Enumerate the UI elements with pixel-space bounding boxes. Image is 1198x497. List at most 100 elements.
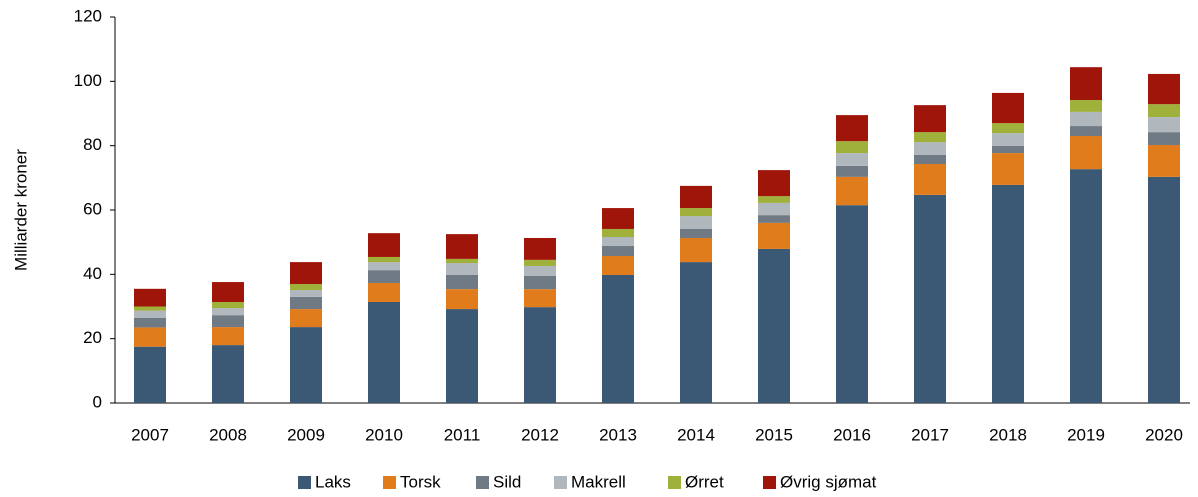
bar-segment	[134, 288, 166, 307]
bar-segment	[290, 327, 322, 403]
bar-segment	[680, 237, 712, 263]
legend-swatch	[476, 476, 489, 489]
bar-segment	[368, 270, 400, 284]
legend-label: Ørret	[685, 472, 724, 491]
bar-segment	[836, 165, 868, 177]
bar-segment	[1148, 176, 1180, 403]
x-tick-label: 2009	[287, 425, 325, 444]
bar-segment	[524, 289, 556, 308]
y-axis-title: Milliarder kroner	[11, 149, 30, 271]
x-tick-label: 2010	[365, 425, 403, 444]
bar-segment	[602, 255, 634, 275]
bar-segment	[758, 196, 790, 203]
bar-segment	[1070, 126, 1102, 137]
bar-segment	[290, 283, 322, 291]
bar-segment	[836, 153, 868, 166]
bar-segment	[368, 262, 400, 271]
bar-segment	[446, 258, 478, 264]
x-tick-label: 2016	[833, 425, 871, 444]
legend-label: Makrell	[571, 472, 626, 491]
bar-segment	[758, 222, 790, 249]
bar-segment	[992, 133, 1024, 146]
bar-segment	[758, 202, 790, 216]
x-tick-label: 2008	[209, 425, 247, 444]
bar-segment	[446, 289, 478, 310]
bar-segment	[212, 301, 244, 309]
bar-segment	[1070, 169, 1102, 403]
bar-segment	[836, 115, 868, 142]
bar-segment	[836, 141, 868, 154]
bar-segment	[1148, 117, 1180, 133]
bar-segment	[212, 345, 244, 403]
legend-label: Øvrig sjømat	[780, 472, 877, 491]
bar-segment	[992, 184, 1024, 403]
bar-segment	[602, 246, 634, 256]
bar-segment	[134, 327, 166, 347]
x-tick-label: 2017	[911, 425, 949, 444]
bar-segment	[524, 237, 556, 260]
bar-segment	[914, 142, 946, 155]
legend-swatch	[763, 476, 776, 489]
x-tick-label: 2015	[755, 425, 793, 444]
bar-segment	[524, 307, 556, 403]
bar-segment	[836, 176, 868, 206]
bar-segment	[680, 228, 712, 238]
bar-segment	[290, 262, 322, 284]
bar-segment	[134, 310, 166, 318]
bar-segment	[914, 132, 946, 143]
bar-segment	[602, 208, 634, 229]
legend-swatch	[298, 476, 311, 489]
legend-swatch	[668, 476, 681, 489]
legend-swatch	[383, 476, 396, 489]
x-tick-label: 2020	[1145, 425, 1183, 444]
bar-segment	[446, 274, 478, 290]
y-tick-label: 40	[83, 264, 102, 283]
bar-segment	[134, 306, 166, 311]
bar-segment	[914, 154, 946, 165]
bar-segment	[680, 185, 712, 209]
bar-segment	[446, 234, 478, 259]
x-tick-label: 2013	[599, 425, 637, 444]
bar-segment	[602, 274, 634, 403]
bar-segment	[524, 275, 556, 290]
y-tick-label: 80	[83, 135, 102, 154]
bar-segment	[368, 233, 400, 257]
bar-segment	[1148, 145, 1180, 177]
bar-segment	[758, 248, 790, 403]
bar-segment	[1148, 104, 1180, 118]
bar-segment	[914, 164, 946, 195]
bar-segment	[680, 262, 712, 403]
bar-segment	[992, 92, 1024, 124]
bar-segment	[914, 194, 946, 403]
bar-segment	[1070, 111, 1102, 127]
bar-segment	[992, 145, 1024, 154]
bar-segment	[602, 228, 634, 238]
bar-segment	[134, 346, 166, 403]
bar-segment	[602, 237, 634, 247]
legend-swatch	[554, 476, 567, 489]
bar-segment	[524, 259, 556, 266]
bar-segment	[212, 282, 244, 302]
bar-segment	[758, 215, 790, 223]
bar-segment	[368, 301, 400, 403]
bar-segment	[290, 290, 322, 297]
bar-segment	[368, 283, 400, 302]
bar-segment	[290, 296, 322, 310]
legend-label: Torsk	[400, 472, 441, 491]
x-tick-label: 2007	[131, 425, 169, 444]
bar-segment	[1070, 99, 1102, 112]
y-tick-label: 60	[83, 199, 102, 218]
legend-label: Laks	[315, 472, 351, 491]
bar-segment	[446, 309, 478, 403]
bar-segment	[1070, 136, 1102, 170]
bar-segment	[1070, 67, 1102, 100]
x-tick-label: 2012	[521, 425, 559, 444]
bar-segment	[836, 205, 868, 403]
y-tick-label: 100	[74, 71, 102, 90]
bar-segment	[446, 263, 478, 275]
bar-segment	[212, 315, 244, 328]
bar-segment	[992, 123, 1024, 134]
bar-segment	[524, 265, 556, 276]
bar-segment	[992, 153, 1024, 185]
